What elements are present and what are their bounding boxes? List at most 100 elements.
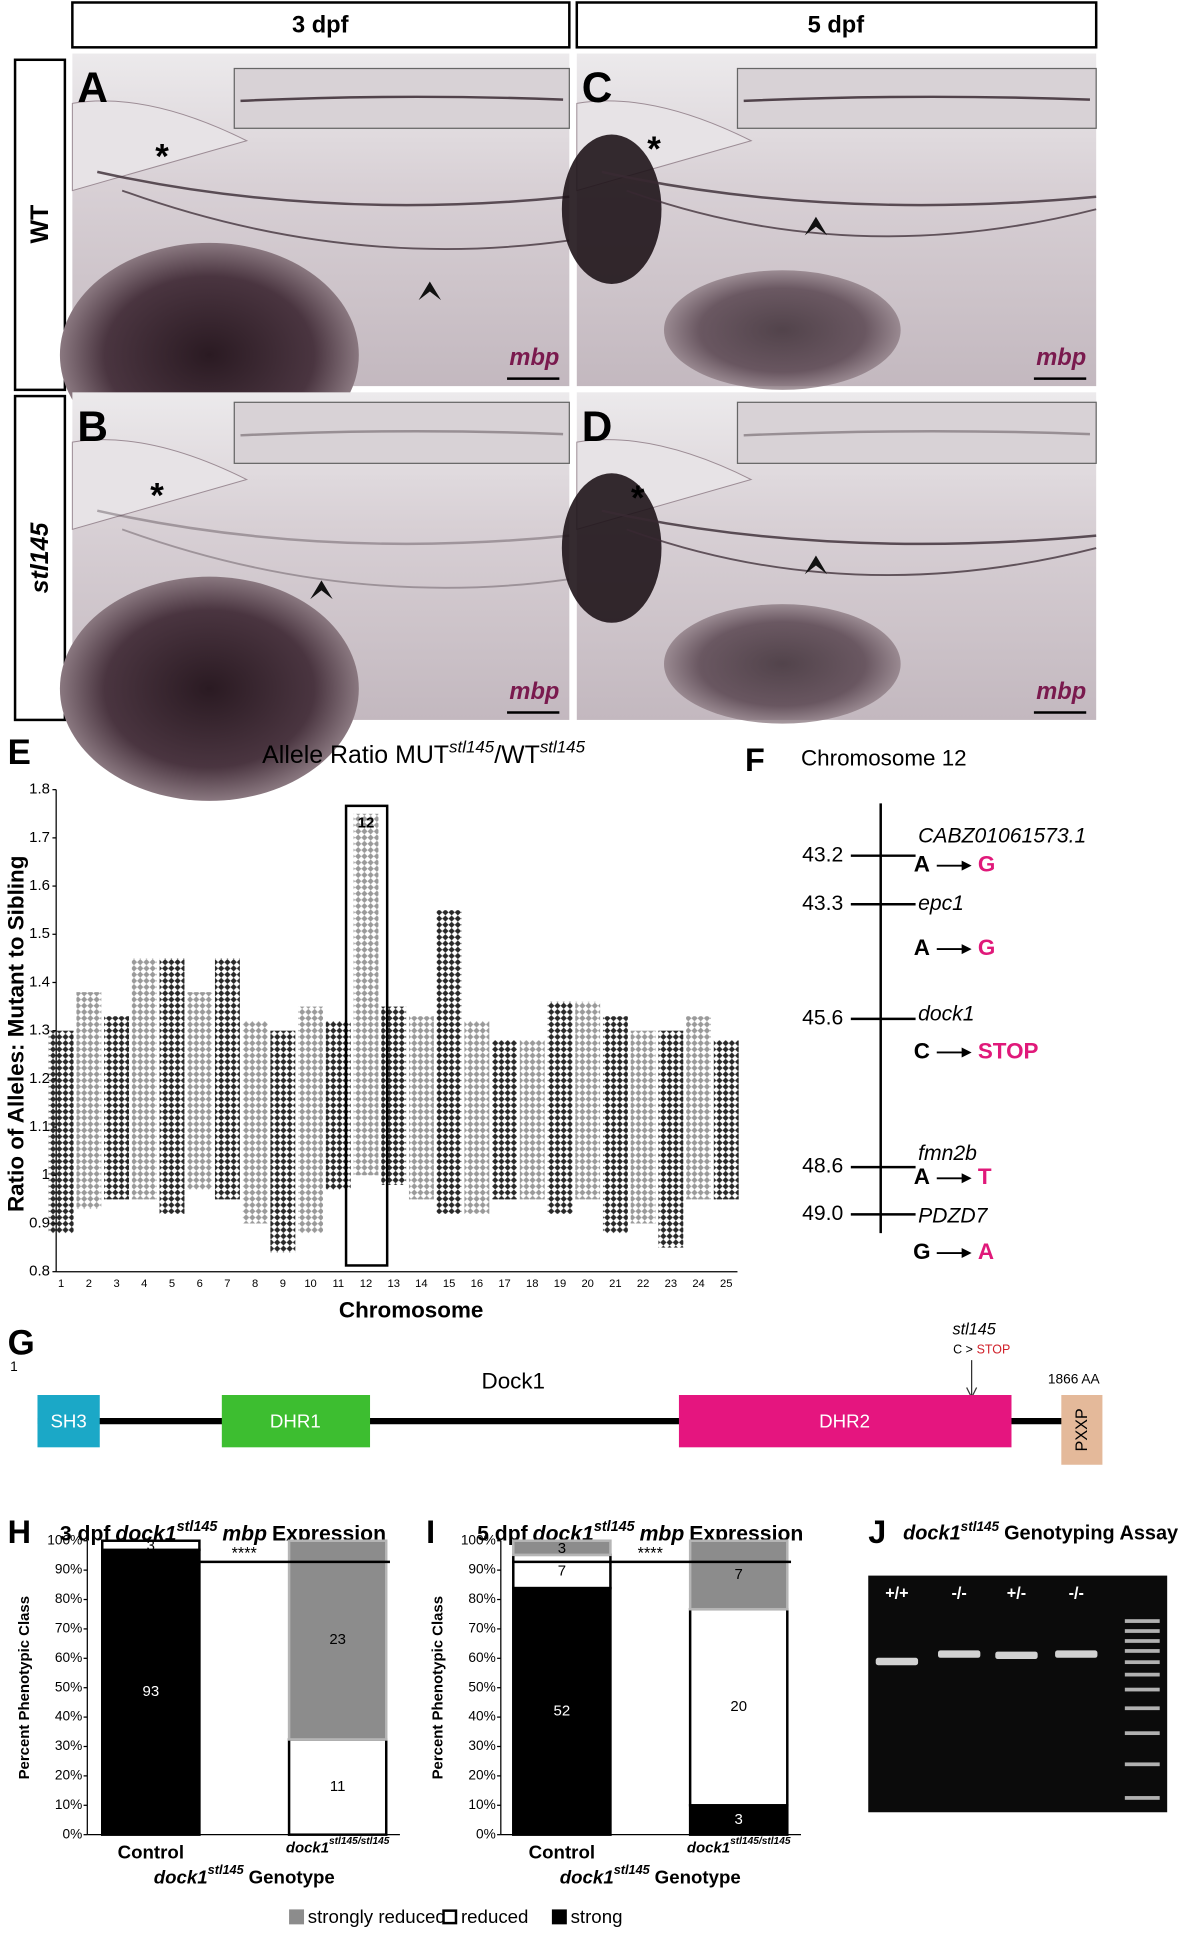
x-tick-label: 11: [332, 1278, 344, 1290]
y-tick-label: 1.7: [29, 829, 50, 846]
photo-panels: A * mbp B * mbp C * mbp D * mbp: [59, 53, 1097, 801]
y-tick-label: 100%: [47, 1532, 82, 1547]
x-tick-label: 16: [471, 1278, 483, 1290]
text-part: Expression: [689, 1522, 803, 1545]
allele-ratio-points: [187, 992, 213, 1190]
y-axis-label: Percent Phenotypic Class: [429, 1596, 446, 1779]
y-tick-label: 90%: [468, 1562, 495, 1577]
nerve-line: [626, 189, 1097, 238]
column-header: 3 dpf: [292, 12, 349, 38]
allele-ratio-points: [298, 1006, 324, 1234]
bar-count-label: 7: [558, 1562, 566, 1579]
ladder-band: [1124, 1731, 1160, 1736]
allele-ratio-points: [602, 1016, 628, 1234]
ladder-band: [1124, 1629, 1160, 1633]
allele-ratio-points: [436, 910, 462, 1214]
text-part: Genotyping Assay: [1004, 1523, 1178, 1545]
x-tick-label: Control: [529, 1841, 595, 1862]
allele-ratio-points: [270, 1030, 296, 1253]
bar-segment: [688, 1804, 789, 1836]
nerve-line: [626, 528, 1097, 577]
text-part: stl145: [208, 1863, 245, 1877]
panel-letter: D: [582, 403, 613, 450]
gel: J dock1stl145 Genotyping Assay +/+ -/- +/- -/…: [868, 1514, 1178, 1813]
highlight-box: [344, 804, 389, 1267]
text-part: mbp: [222, 1522, 267, 1545]
yolk: [59, 576, 359, 801]
allele-ratio-points: [630, 1030, 656, 1224]
y-tick-label: 50%: [468, 1679, 495, 1694]
text-part: mbp: [640, 1522, 685, 1545]
y-tick-label: 100%: [461, 1532, 496, 1547]
x-tick-label: 23: [665, 1278, 677, 1290]
allele-ratio-points: [575, 1001, 601, 1200]
ladder-band: [1124, 1687, 1160, 1692]
ladder-band: [1124, 1660, 1160, 1665]
gene-name: fmn2b: [918, 1142, 977, 1165]
panel-letter: C: [582, 64, 613, 111]
allele-ratio-points: [547, 1001, 573, 1214]
y-tick-label: 30%: [55, 1738, 82, 1753]
domain: [221, 1395, 371, 1448]
allele-ratio-points: [686, 1016, 712, 1200]
allele-ratio-points: [76, 992, 102, 1210]
text-part: stl145: [540, 738, 586, 757]
x-tick-label: dock1stl145/stl145: [286, 1836, 390, 1857]
arrowhead: [418, 281, 442, 301]
gene-name: dock1: [918, 1003, 974, 1026]
allele-ratio-points: [658, 1030, 684, 1248]
y-tick-label: 0.8: [29, 1263, 50, 1280]
allele-arrow-head: [961, 1047, 972, 1058]
gel-image: [868, 1575, 1168, 1813]
legend-label: reduced: [461, 1906, 528, 1927]
stain-label: mbp: [1036, 345, 1086, 371]
stain-label: mbp: [509, 679, 559, 705]
yolk: [663, 604, 901, 724]
allele-arrow-head: [961, 1173, 972, 1184]
text-part: dock1: [903, 1523, 961, 1545]
highlight-label: 12: [358, 814, 375, 831]
panel-letter: E: [8, 733, 31, 772]
y-tick-label: 1: [42, 1166, 50, 1183]
text-part: stl145: [961, 1519, 1000, 1534]
bar-segment: [688, 1539, 789, 1611]
gel-band: [875, 1657, 919, 1666]
text-part: dock1: [533, 1522, 594, 1545]
legend-label: strong: [571, 1906, 623, 1927]
text-part: stl145: [614, 1863, 651, 1877]
panel-letter: I: [426, 1514, 435, 1550]
x-tick-label: 13: [387, 1278, 399, 1290]
locus-position: 43.3: [802, 892, 843, 915]
y-tick-label: 80%: [468, 1591, 495, 1606]
x-tick-label: 7: [224, 1278, 230, 1290]
x-tick-label: 10: [304, 1278, 316, 1290]
locus-position: 48.6: [802, 1155, 843, 1178]
x-tick-label: 14: [415, 1278, 427, 1290]
panel-letter: B: [77, 403, 108, 450]
x-tick-label: 6: [197, 1278, 203, 1290]
allele-from: A: [914, 852, 930, 877]
x-tick-label: 2: [86, 1278, 92, 1290]
y-tick-label: 1.8: [29, 781, 50, 798]
nerve-line: [601, 509, 1097, 546]
row-header-box: [13, 394, 67, 722]
x-tick-label: 12: [360, 1278, 372, 1290]
y-tick-label: 80%: [55, 1591, 82, 1606]
y-tick-label: 30%: [468, 1738, 495, 1753]
y-tick-label: 1.2: [29, 1070, 50, 1087]
panel-letter: A: [77, 64, 108, 111]
legend-label: strongly reduced: [308, 1906, 446, 1927]
y-tick-label: 90%: [55, 1562, 82, 1577]
x-tick-label: 8: [252, 1278, 258, 1290]
protein-name: Dock1: [482, 1368, 546, 1393]
allele-from: C: [914, 1038, 930, 1063]
x-tick-label: dock1stl145/stl145: [687, 1836, 791, 1857]
text-part: stl145: [177, 1519, 219, 1535]
inset-line: [743, 429, 1091, 437]
row-header-box: [13, 58, 67, 392]
yolk: [663, 270, 901, 390]
y-tick-label: 60%: [468, 1650, 495, 1665]
y-tick-label: 1.4: [29, 973, 50, 990]
